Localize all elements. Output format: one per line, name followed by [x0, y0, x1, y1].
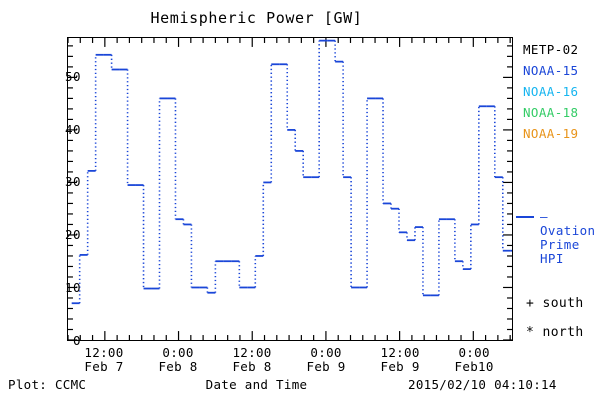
x-tick-date: Feb 8 [232, 358, 272, 374]
x-tick-time: 0:00 [162, 345, 194, 360]
legend-item-noaa-18[interactable]: NOAA-18 [523, 105, 579, 120]
x-tick-time: 0:00 [458, 345, 490, 360]
legend-item-noaa-16[interactable]: NOAA-16 [523, 84, 579, 99]
x-tick-time: 12:00 [84, 345, 124, 360]
y-tick-label: 20 [64, 227, 81, 243]
ovation-line1: Ovation [540, 223, 596, 238]
y-tick-label: 10 [64, 280, 81, 296]
ovation-line2: Prime HPI [540, 237, 580, 266]
x-tick-time: 0:00 [310, 345, 342, 360]
x-tick-label: 12:00 Feb 7 [64, 346, 144, 373]
data-plot [68, 38, 512, 340]
x-tick-time: 12:00 [380, 345, 420, 360]
x-axis-label: Date and Time [205, 377, 308, 392]
y-tick-label: 40 [64, 121, 81, 137]
x-tick-date: Feb10 [454, 358, 494, 374]
x-tick-date: Feb 8 [158, 358, 198, 374]
symbol-label: north [542, 325, 584, 340]
x-tick-label: 12:00 Feb 8 [212, 346, 292, 373]
x-tick-label: 0:00 Feb 9 [286, 346, 366, 373]
footer-timestamp: 2015/02/10 04:10:14 [408, 377, 557, 392]
y-tick-label: 50 [64, 68, 81, 84]
legend-item-metp-02[interactable]: METP-02 [523, 42, 579, 57]
symbol-label: south [542, 296, 584, 311]
ovation-legend-line [516, 216, 534, 218]
y-tick-label: 0 [72, 333, 81, 348]
ovation-legend-label: — Ovation Prime HPI [540, 210, 600, 266]
x-tick-date: Feb 9 [380, 358, 420, 374]
x-tick-time: 12:00 [232, 345, 272, 360]
ovation-dash-glyph: — [540, 209, 548, 224]
symbol-glyph: + [526, 296, 535, 311]
x-tick-label: 12:00 Feb 9 [360, 346, 440, 373]
x-tick-date: Feb 9 [306, 358, 346, 374]
plot-area [67, 37, 513, 341]
symbol-south: + south [526, 296, 584, 311]
x-tick-label: 0:00 Feb10 [434, 346, 514, 373]
x-tick-date: Feb 7 [84, 358, 124, 374]
footer-left: Plot: CCMC [8, 377, 87, 392]
legend-item-noaa-19[interactable]: NOAA-19 [523, 126, 579, 141]
y-tick-label: 30 [64, 174, 81, 190]
legend-item-noaa-15[interactable]: NOAA-15 [523, 63, 579, 78]
x-tick-label: 0:00 Feb 8 [138, 346, 218, 373]
page-title: Hemispheric Power [GW] [150, 9, 363, 27]
symbol-north: * north [526, 325, 584, 340]
symbol-glyph: * [526, 325, 535, 340]
